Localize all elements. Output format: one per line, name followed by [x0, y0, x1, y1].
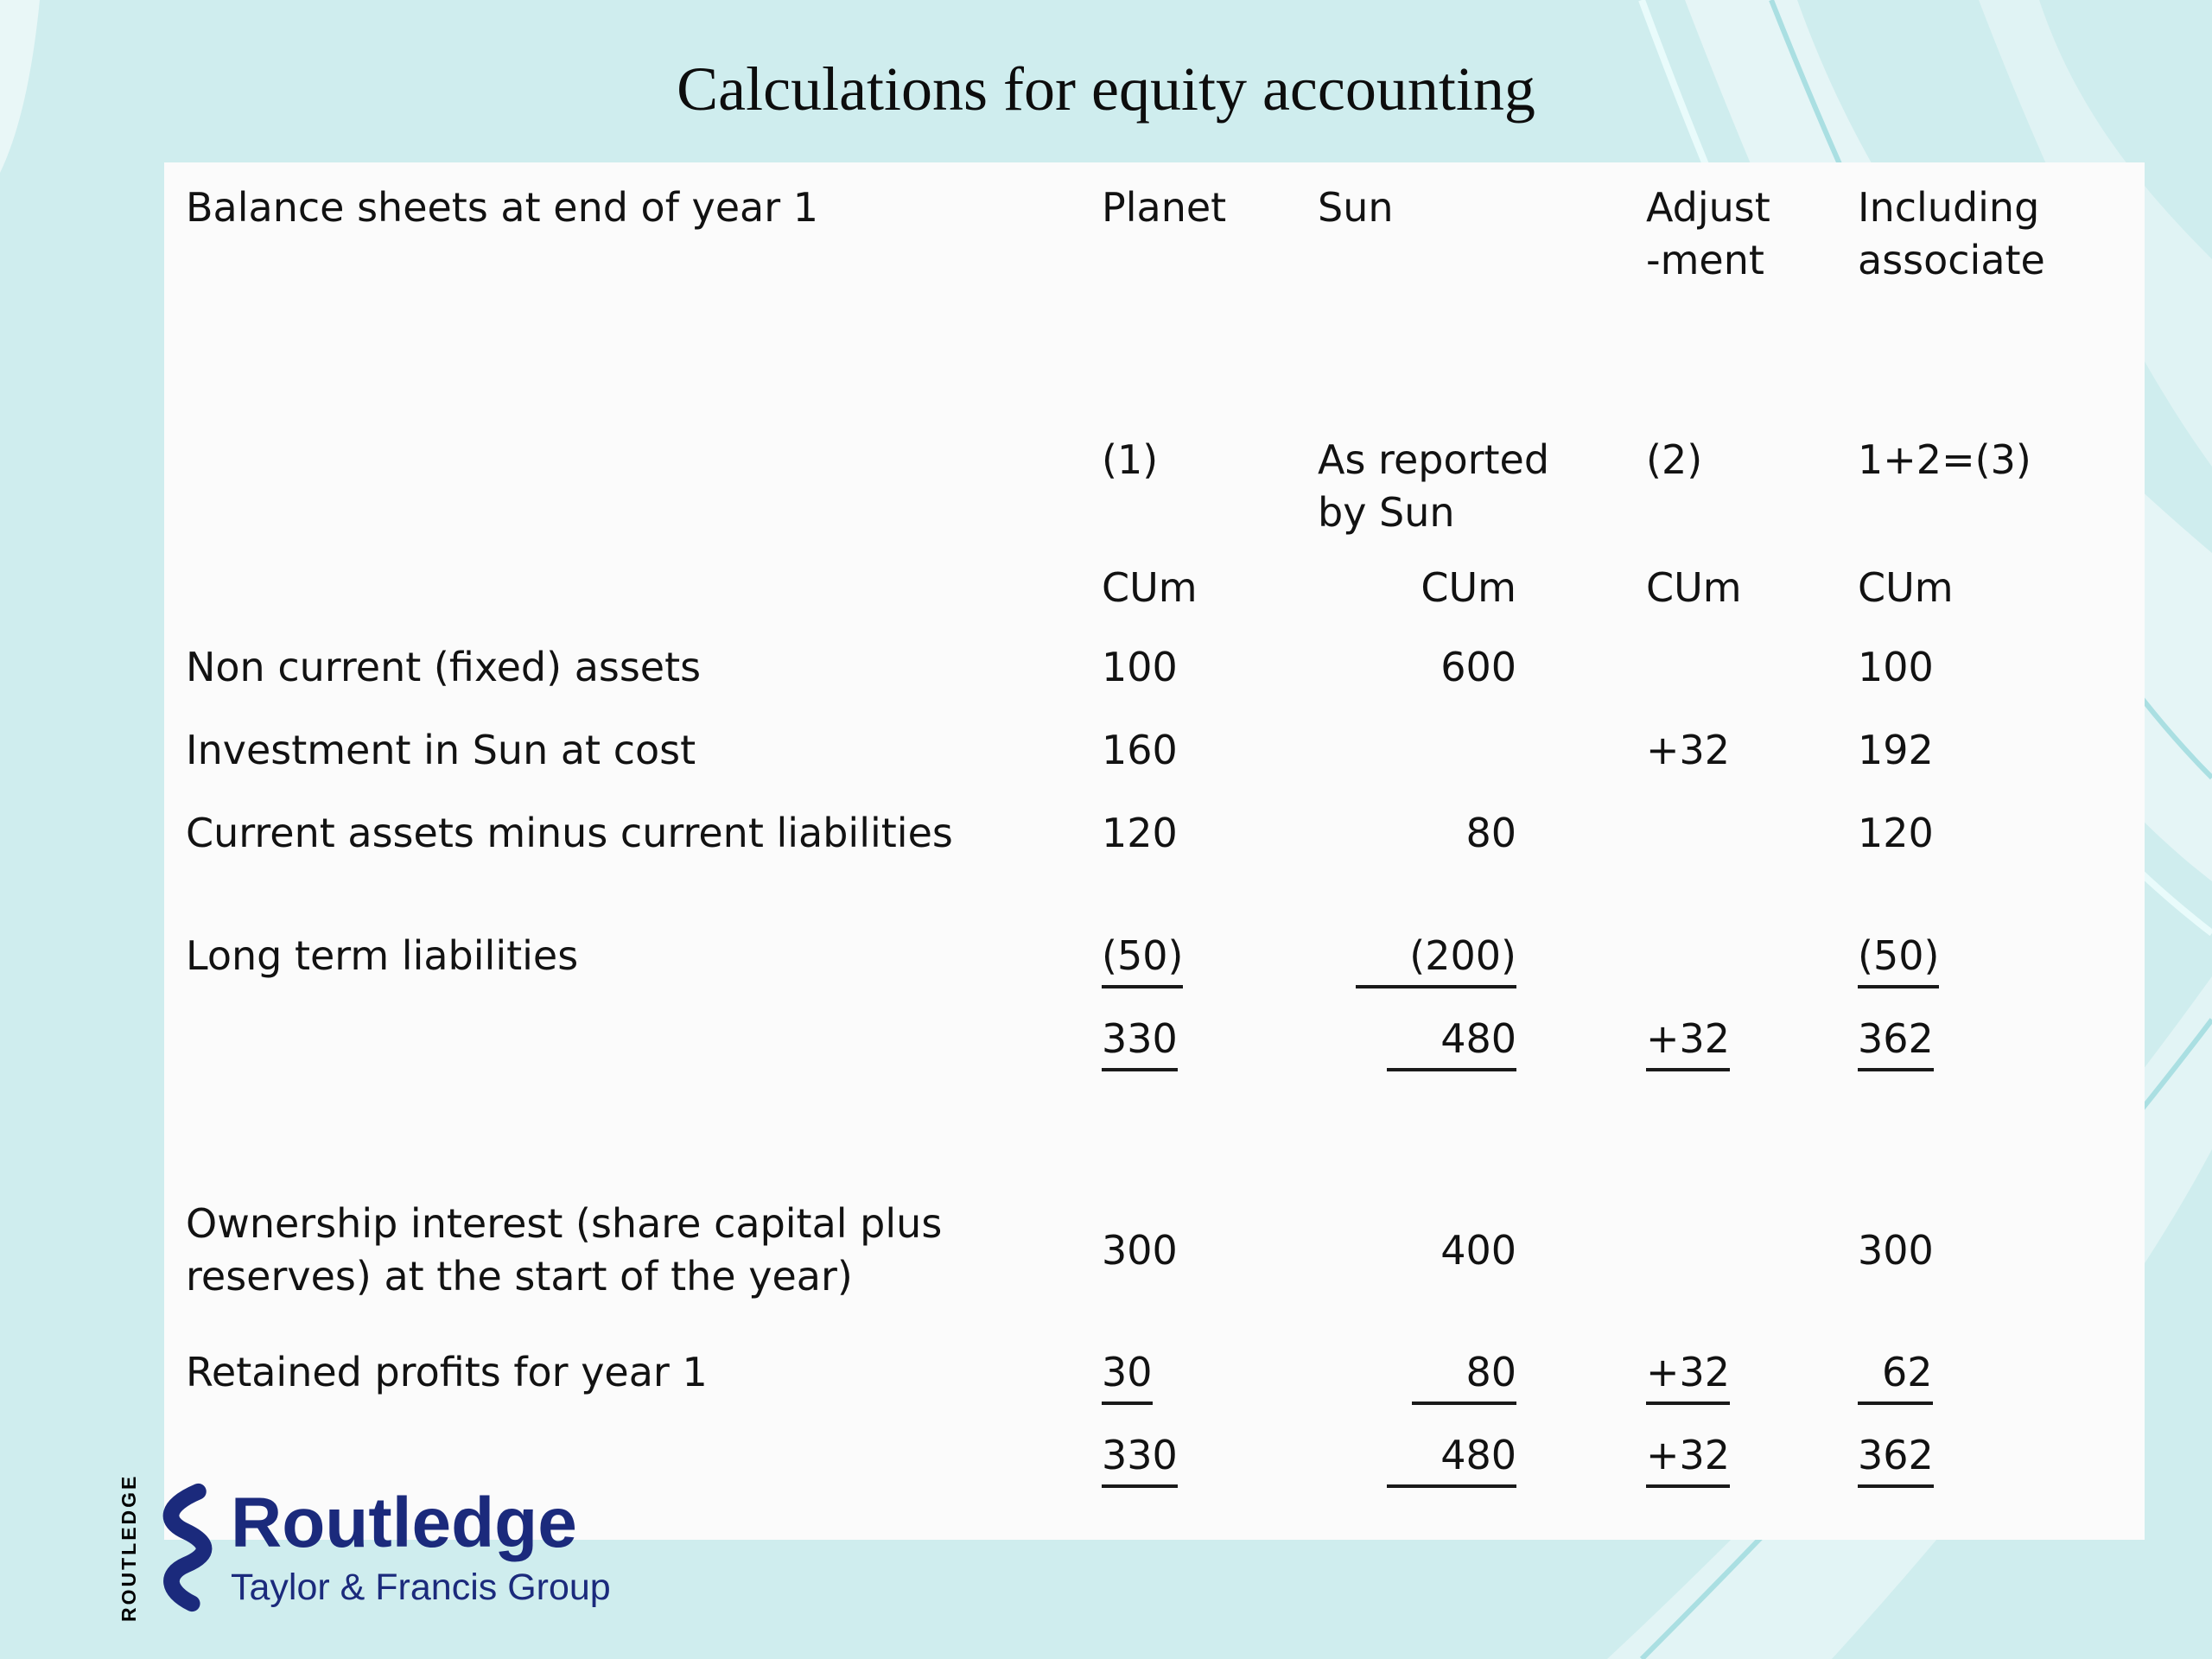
- equity-accounting-table: Balance sheets at end of year 1 Planet S…: [164, 162, 2145, 1540]
- col-header-planet: Planet: [1102, 184, 1227, 231]
- cell-including: 362: [1858, 1429, 1934, 1488]
- cell-including: (50): [1858, 930, 1940, 988]
- table-unit-row: CUm CUm CUm CUm: [186, 562, 2145, 641]
- cell-sun: (200): [1356, 930, 1516, 988]
- logo-vertical-text: ROUTLEDGE: [118, 1473, 140, 1622]
- cell-including: 62: [1858, 1346, 1933, 1405]
- logo-tagline: Taylor & Francis Group: [231, 1566, 611, 1608]
- cell-planet: 30: [1102, 1346, 1153, 1405]
- table-row: Non current (fixed) assets 100 600 100: [186, 641, 2145, 724]
- row-label: Current assets minus current liabilities: [186, 810, 953, 856]
- unit-planet: CUm: [1102, 564, 1198, 611]
- table-subheader-row: (1) As reported by Sun (2) 1+2=(3): [186, 434, 2145, 562]
- row-label: Non current (fixed) assets: [186, 644, 702, 690]
- table-total-row: 330 480 +32 362: [186, 1429, 2145, 1517]
- cell-planet: 160: [1102, 727, 1178, 773]
- cell-adjustment: +32: [1646, 1013, 1731, 1071]
- cell-sun: 480: [1387, 1429, 1516, 1488]
- cell-adjustment: +32: [1646, 1429, 1731, 1488]
- slide-title: Calculations for equity accounting: [677, 54, 1535, 124]
- unit-adjustment: CUm: [1646, 564, 1742, 611]
- row-label: Investment in Sun at cost: [186, 727, 696, 773]
- cell-including: 120: [1858, 810, 1934, 856]
- table-header-row: Balance sheets at end of year 1 Planet S…: [186, 181, 2145, 434]
- cell-adjustment: +32: [1646, 1346, 1731, 1405]
- cell-planet: 120: [1102, 810, 1178, 856]
- col-header-adjustment: Adjust -ment: [1646, 184, 1770, 283]
- table-row: Retained profits for year 1 30 80 +32 62: [186, 1346, 2145, 1429]
- subheader-sun: As reported by Sun: [1318, 436, 1550, 536]
- cell-adjustment: +32: [1646, 727, 1731, 773]
- col-header-sun: Sun: [1318, 184, 1394, 231]
- subheader-adjustment: (2): [1646, 436, 1703, 483]
- subheader-planet: (1): [1102, 436, 1159, 483]
- table-row: Investment in Sun at cost 160 +32 192: [186, 724, 2145, 807]
- table-corner-label: Balance sheets at end of year 1: [186, 184, 819, 231]
- row-label: Retained profits for year 1: [186, 1349, 708, 1395]
- table-spacer-row: [186, 1104, 2145, 1154]
- cell-planet: 330: [1102, 1013, 1178, 1071]
- unit-sun: CUm: [1421, 564, 1516, 611]
- table-row: Ownership interest (share capital plus r…: [186, 1154, 2145, 1346]
- cell-planet: 100: [1102, 644, 1178, 690]
- table-row: Long term liabilities (50) (200) (50): [186, 930, 2145, 1013]
- col-header-including-associate: Including associate: [1858, 184, 2045, 283]
- logo-text-block: Routledge Taylor & Francis Group: [231, 1486, 611, 1608]
- routledge-logo: ROUTLEDGE Routledge Taylor & Francis Gro…: [118, 1471, 611, 1624]
- cell-sun: 80: [1412, 1346, 1516, 1405]
- cell-including: 300: [1858, 1226, 1934, 1274]
- row-label: Long term liabilities: [186, 932, 579, 979]
- table-row: Current assets minus current liabilities…: [186, 807, 2145, 930]
- subheader-including: 1+2=(3): [1858, 436, 2031, 483]
- cell-including: 192: [1858, 727, 1934, 773]
- cell-planet: (50): [1102, 930, 1184, 988]
- routledge-knot-icon: [162, 1483, 213, 1612]
- cell-sun: 600: [1440, 644, 1516, 690]
- cell-planet: 330: [1102, 1429, 1178, 1488]
- unit-including: CUm: [1858, 564, 1954, 611]
- logo-wordmark: Routledge: [231, 1484, 577, 1563]
- cell-including: 362: [1858, 1013, 1934, 1071]
- table-total-row: 330 480 +32 362: [186, 1013, 2145, 1104]
- cell-including: 100: [1858, 644, 1934, 690]
- cell-sun: 480: [1387, 1013, 1516, 1071]
- cell-sun: 80: [1465, 810, 1516, 856]
- cell-sun: 400: [1440, 1226, 1516, 1274]
- row-label: Ownership interest (share capital plus r…: [186, 1200, 943, 1300]
- cell-planet: 300: [1102, 1226, 1178, 1274]
